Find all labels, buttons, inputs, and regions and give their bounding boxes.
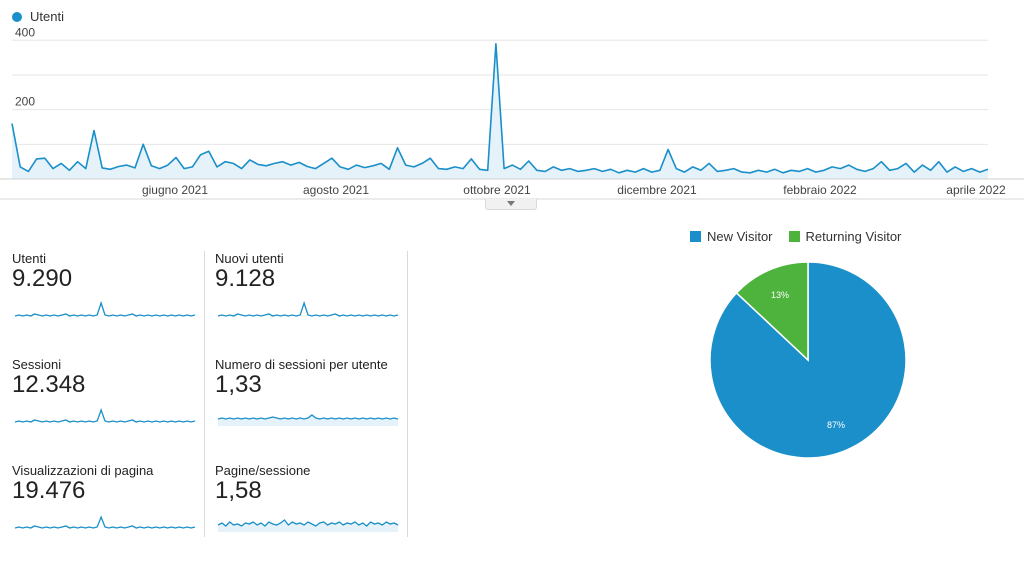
metric-value: 1,58 (215, 477, 262, 504)
metric-label: Visualizzazioni di pagina (12, 463, 154, 478)
metric-sparkline (217, 519, 399, 532)
pie-data-label: 13% (771, 290, 789, 300)
y-tick-label: 200 (15, 95, 35, 109)
x-tick-label: giugno 2021 (142, 183, 208, 197)
metric-label: Sessioni (12, 357, 62, 372)
series-name: Utenti (30, 9, 64, 24)
sparkline-line (217, 519, 399, 527)
metric-value: 19.476 (12, 477, 86, 504)
chart-collapse-handle[interactable] (485, 199, 537, 210)
pie-data-label: 87% (827, 420, 845, 430)
metric-sparkline (217, 414, 399, 426)
x-tick-label: ottobre 2021 (463, 183, 531, 197)
x-tick-label: dicembre 2021 (617, 183, 697, 197)
sparkline-line (14, 515, 196, 529)
legend-label-returning-visitor: Returning Visitor (805, 229, 902, 244)
metric-sparkline (217, 300, 399, 317)
sparkline-area (218, 415, 398, 426)
metric-pages-per-session[interactable]: Pagine/sessione 1,58 (215, 463, 405, 561)
metric-value: 9.128 (215, 265, 276, 292)
visitor-type-pie-chart[interactable]: 87% 13% (700, 255, 916, 471)
sparkline-line (14, 408, 196, 423)
pie-slice-new-visitor[interactable] (709, 261, 907, 459)
metric-sessions-per-user[interactable]: Numero di sessioni per utente 1,33 (215, 357, 405, 455)
x-tick-label: agosto 2021 (303, 183, 369, 197)
metric-label: Pagine/sessione (215, 463, 311, 478)
sparkline-line (14, 300, 196, 317)
metric-pageviews[interactable]: Visualizzazioni di pagina 19.476 (12, 463, 202, 561)
metric-new-users[interactable]: Nuovi utenti 9.128 (215, 251, 405, 349)
metric-label: Utenti (12, 251, 46, 266)
users-line-chart[interactable]: 200 400 giugno 2021 agosto 2021 ottobre 2021… (0, 28, 1024, 203)
metric-sparkline (14, 515, 196, 529)
metric-users[interactable]: Utenti 9.290 (12, 251, 202, 349)
series-color-dot (12, 11, 22, 22)
legend-swatch-returning-visitor (788, 231, 800, 242)
metric-label: Numero di sessioni per utente (215, 357, 388, 372)
chevron-down-icon (507, 201, 515, 206)
x-tick-label: aprile 2022 (946, 183, 1006, 197)
sparkline-line (217, 414, 399, 420)
pie-slice-returning-visitor[interactable] (735, 261, 809, 362)
x-tick-label: febbraio 2022 (783, 183, 857, 197)
metric-sparkline (14, 300, 196, 317)
metric-label: Nuovi utenti (215, 251, 284, 266)
column-divider (204, 251, 205, 537)
legend-label-new-visitor: New Visitor (707, 229, 773, 244)
pie-legend[interactable]: New Visitor Returning Visitor (690, 229, 901, 244)
main-chart-legend[interactable]: Utenti (12, 9, 64, 24)
metric-value: 1,33 (215, 371, 262, 398)
metric-value: 9.290 (12, 265, 73, 292)
sparkline-line (217, 300, 399, 317)
metric-sparkline (14, 408, 196, 423)
metric-sessions[interactable]: Sessioni 12.348 (12, 357, 202, 455)
metric-value: 12.348 (12, 371, 86, 398)
series-line-utenti (11, 43, 989, 174)
legend-swatch-new-visitor (690, 231, 701, 242)
column-divider (407, 251, 408, 537)
y-tick-label: 400 (15, 28, 35, 39)
